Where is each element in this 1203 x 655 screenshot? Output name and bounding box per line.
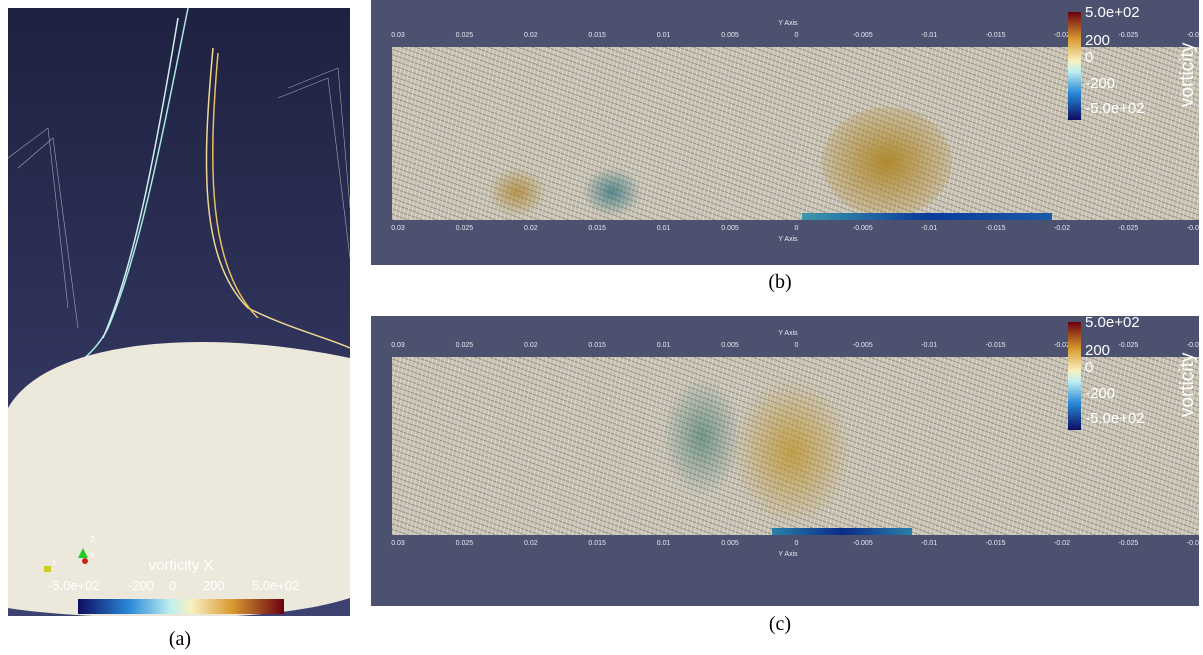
caption: (b) — [768, 271, 791, 294]
tick-label: 0.015 — [588, 225, 606, 232]
tick-label: 0 — [794, 225, 798, 232]
colorbar-label: 0 — [1085, 49, 1093, 66]
tick-label: 0.03 — [391, 225, 405, 232]
tick-label: -0.005 — [853, 225, 873, 232]
tick-label: -0.015 — [986, 225, 1006, 232]
tick-label: 0 — [794, 342, 798, 349]
caption: (a) — [169, 628, 191, 651]
colorbar-label: 0 — [169, 578, 176, 593]
tick-label: -0.005 — [853, 342, 873, 349]
tick-label: 0.015 — [588, 32, 606, 39]
wall-band — [772, 528, 912, 535]
tick-label: 0 — [794, 32, 798, 39]
tick-label: -0.01 — [921, 540, 937, 547]
tick-label: 0.005 — [721, 32, 739, 39]
tick-label: -0.02 — [1054, 225, 1070, 232]
triad-label: Z — [90, 535, 95, 544]
panel-c: Y Axis Y Axis 0.03 0.03 0.025 0.025 0.02 0.02 0.… — [371, 316, 1199, 606]
colorbar-label: -200 — [128, 578, 154, 593]
colorbar — [1068, 12, 1081, 120]
panel-a-art — [8, 8, 350, 616]
colorbar-label: 200 — [203, 578, 225, 593]
vortex — [822, 107, 952, 217]
tick-label: 0.03 — [391, 342, 405, 349]
panel-a: Z Y X vorticity X -5.0e+02 -200 0 200 5.0e+0… — [8, 8, 350, 616]
colorbar — [1068, 322, 1081, 430]
tick-label: 0.025 — [456, 225, 474, 232]
vortex — [487, 167, 547, 217]
tick-label: -0.015 — [986, 540, 1006, 547]
tick-label: -0.03 — [1187, 342, 1199, 349]
tick-label: 0.015 — [588, 342, 606, 349]
colorbar-label: -5.0e+02 — [1085, 410, 1145, 427]
colorbar-label: 200 — [1085, 342, 1110, 359]
colorbar-label: 200 — [1085, 32, 1110, 49]
tick-label: -0.005 — [853, 540, 873, 547]
tick-label: 0 — [794, 540, 798, 547]
colorbar-label: 5.0e+02 — [1085, 316, 1140, 331]
colorbar-title: vorticity X — [148, 557, 213, 574]
tick-label: -0.03 — [1187, 32, 1199, 39]
colorbar-label: 5.0e+02 — [252, 578, 299, 593]
tick-label: 0.025 — [456, 342, 474, 349]
axis-title: Y Axis — [778, 236, 797, 243]
tick-label: -0.025 — [1118, 342, 1138, 349]
colorbar-label: 5.0e+02 — [1085, 4, 1140, 21]
tick-label: 0.005 — [721, 540, 739, 547]
tick-label: 0.005 — [721, 225, 739, 232]
tick-label: -0.01 — [921, 342, 937, 349]
triad-label: Y — [52, 559, 57, 568]
tick-label: 0.01 — [657, 225, 671, 232]
tick-label: 0.025 — [456, 540, 474, 547]
axis-title: Y Axis — [778, 330, 797, 337]
tick-label: 0.01 — [657, 342, 671, 349]
tick-label: 0.02 — [524, 32, 538, 39]
colorbar-label: -200 — [1085, 385, 1115, 402]
tick-label: 0.03 — [391, 32, 405, 39]
colorbar-label: -200 — [1085, 75, 1115, 92]
vortex — [732, 377, 852, 527]
tick-label: 0.02 — [524, 225, 538, 232]
page: Z Y X vorticity X -5.0e+02-20002005.0e+0… — [0, 0, 1203, 655]
tick-label: 0.025 — [456, 32, 474, 39]
colorbar-title: vorticity X — [1177, 353, 1199, 417]
colorbar-title: vorticity X — [1177, 43, 1199, 107]
tick-label: 0.03 — [391, 540, 405, 547]
tick-label: -0.01 — [921, 225, 937, 232]
tick-label: -0.015 — [986, 342, 1006, 349]
tick-label: 0.015 — [588, 540, 606, 547]
tick-label: -0.025 — [1118, 32, 1138, 39]
tick-label: 0.005 — [721, 342, 739, 349]
tick-label: -0.025 — [1118, 225, 1138, 232]
tick-label: 0.02 — [524, 540, 538, 547]
vortex — [582, 167, 642, 217]
tick-label: 0.01 — [657, 32, 671, 39]
tick-label: 0.01 — [657, 540, 671, 547]
panel-b: Y Axis Y Axis 0.03 0.03 0.025 0.025 0.02 0.02 0.… — [371, 0, 1199, 265]
wall-band — [802, 213, 1052, 220]
tick-label: -0.02 — [1054, 540, 1070, 547]
tick-label: -0.03 — [1187, 225, 1199, 232]
axis-title: Y Axis — [778, 551, 797, 558]
tick-label: -0.005 — [853, 32, 873, 39]
tick-label: -0.015 — [986, 32, 1006, 39]
colorbar-label: -5.0e+02 — [48, 578, 100, 593]
colorbar-label: -5.0e+02 — [1085, 100, 1145, 117]
axis-title: Y Axis — [778, 20, 797, 27]
vortex — [662, 377, 742, 497]
colorbar-label: 0 — [1085, 359, 1093, 376]
triad-label: X — [89, 551, 94, 560]
tick-label: -0.03 — [1187, 540, 1199, 547]
tick-label: -0.01 — [921, 32, 937, 39]
tick-label: 0.02 — [524, 342, 538, 349]
caption: (c) — [769, 613, 791, 636]
tick-label: -0.025 — [1118, 540, 1138, 547]
